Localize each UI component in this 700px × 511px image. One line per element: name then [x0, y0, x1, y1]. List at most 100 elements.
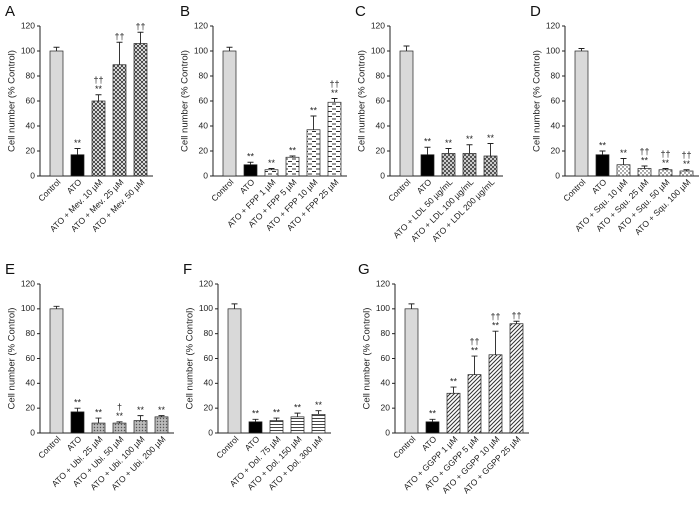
y-tick-label: 20 — [381, 402, 391, 412]
x-tick-label: Control — [561, 177, 588, 204]
y-tick-label: 60 — [551, 95, 561, 105]
y-tick-label: 40 — [551, 120, 561, 130]
y-tick-label: 40 — [204, 378, 214, 388]
significance-label: ** — [641, 155, 649, 165]
panel-label: C — [355, 3, 366, 20]
significance-label: ** — [273, 407, 281, 417]
significance-label: ** — [429, 409, 437, 419]
significance-label: †† — [135, 22, 145, 32]
bar — [91, 422, 106, 434]
bar — [112, 64, 127, 177]
bar — [49, 308, 64, 434]
y-tick-label: 80 — [26, 328, 36, 338]
bar — [595, 154, 610, 177]
significance-label: ** — [424, 137, 432, 147]
y-tick-label: 100 — [376, 303, 390, 313]
bar — [679, 170, 694, 177]
error-bar — [231, 303, 238, 309]
y-axis-label: Cell number (% Control) — [180, 50, 191, 152]
y-tick-label: 80 — [376, 70, 386, 80]
y-tick-label: 20 — [26, 145, 36, 155]
bar — [483, 155, 498, 177]
significance-label: ** — [683, 159, 691, 169]
y-tick-label: 100 — [21, 303, 35, 313]
bar — [327, 101, 342, 177]
y-axis-label: Cell number (% Control) — [362, 308, 373, 410]
bar — [91, 100, 106, 177]
significance-label: ** — [294, 403, 302, 413]
y-tick-label: 80 — [26, 70, 36, 80]
y-tick-label: 100 — [21, 45, 35, 55]
significance-label: †† — [469, 336, 479, 346]
bar — [399, 50, 414, 177]
y-tick-label: 20 — [204, 402, 214, 412]
y-tick-label: 120 — [199, 278, 213, 288]
significance-label: ** — [74, 398, 82, 408]
panel-label: F — [183, 261, 192, 278]
y-tick-label: 80 — [381, 328, 391, 338]
bar — [420, 154, 435, 177]
significance-label: ** — [445, 138, 453, 148]
bar — [306, 129, 321, 177]
error-bar — [247, 161, 254, 165]
panel-label: D — [530, 3, 541, 20]
y-axis-label: Cell number (% Control) — [7, 50, 18, 152]
bar — [285, 156, 300, 177]
y-tick-label: 80 — [199, 70, 209, 80]
y-tick-label: 0 — [555, 170, 560, 180]
significance-label: †† — [93, 75, 103, 85]
error-bar — [683, 169, 690, 171]
y-tick-label: 60 — [199, 95, 209, 105]
bar — [311, 414, 326, 434]
bar — [462, 153, 477, 177]
bar — [488, 354, 503, 434]
y-tick-label: 120 — [21, 20, 35, 30]
error-bar — [450, 386, 457, 394]
bar — [243, 164, 258, 177]
significance-label: ** — [116, 411, 124, 421]
bar — [509, 323, 524, 434]
x-tick-label: Control — [209, 177, 236, 204]
y-tick-label: 120 — [194, 20, 208, 30]
y-tick-label: 0 — [30, 170, 35, 180]
error-bar — [116, 421, 123, 424]
bar — [441, 153, 456, 177]
significance-label: ** — [137, 405, 145, 415]
significance-label: † — [117, 402, 122, 412]
y-tick-label: 100 — [199, 303, 213, 313]
error-bar — [471, 355, 478, 375]
significance-label: †† — [329, 79, 339, 89]
significance-label: ** — [268, 158, 276, 168]
error-bar — [294, 412, 301, 417]
bar — [133, 43, 148, 177]
bar — [404, 308, 419, 434]
x-tick-label: Control — [214, 434, 241, 461]
y-tick-label: 40 — [26, 120, 36, 130]
bar — [637, 168, 652, 177]
panel-label: B — [180, 3, 190, 20]
y-tick-label: 0 — [208, 427, 213, 437]
significance-label: ** — [662, 158, 670, 168]
error-bar — [599, 150, 606, 155]
significance-label: ** — [95, 407, 103, 417]
panel-label: A — [5, 3, 15, 20]
error-bar — [620, 158, 627, 165]
y-tick-label: 120 — [371, 20, 385, 30]
x-tick-label: Control — [391, 434, 418, 461]
error-bar — [487, 143, 494, 156]
error-bar — [158, 415, 165, 417]
y-tick-label: 20 — [551, 145, 561, 155]
y-tick-label: 60 — [26, 353, 36, 363]
y-tick-label: 60 — [381, 353, 391, 363]
x-tick-label: Control — [36, 434, 63, 461]
significance-label: ** — [450, 376, 458, 386]
significance-label: ** — [74, 138, 82, 148]
y-tick-label: 40 — [26, 378, 36, 388]
y-tick-label: 120 — [21, 278, 35, 288]
error-bar — [466, 144, 473, 154]
y-axis-label: Cell number (% Control) — [532, 50, 543, 152]
bar — [154, 416, 169, 434]
y-tick-label: 20 — [376, 145, 386, 155]
y-tick-label: 40 — [381, 378, 391, 388]
